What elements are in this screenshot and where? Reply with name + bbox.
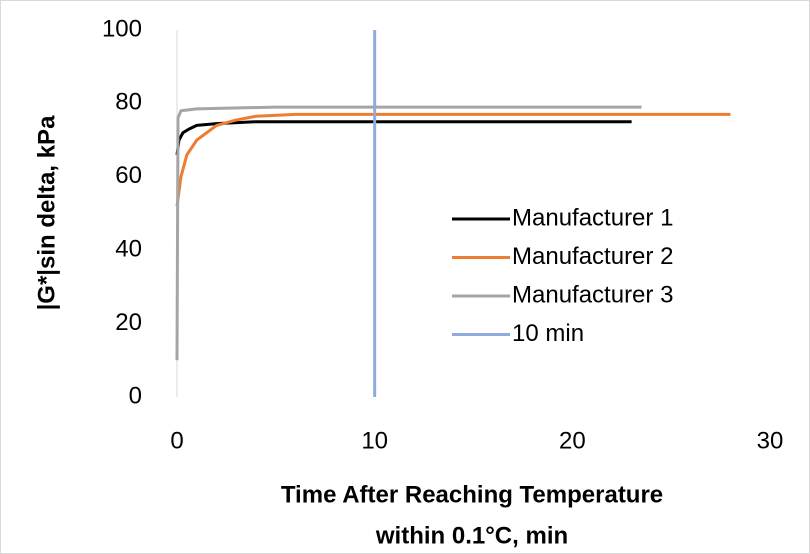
x-tick-label: 10 — [361, 427, 388, 454]
legend-label: 10 min — [512, 320, 584, 347]
x-axis-title: Time After Reaching Temperature — [281, 481, 663, 508]
y-tick-label: 40 — [115, 236, 142, 263]
y-axis-title: |G*|sin delta, kPa — [33, 115, 60, 310]
series-line — [175, 120, 632, 155]
x-tick-label: 0 — [170, 427, 183, 454]
legend-label: Manufacturer 3 — [512, 281, 673, 308]
legend-label: Manufacturer 1 — [512, 204, 673, 231]
x-tick-label: 30 — [757, 427, 784, 454]
legend-label: Manufacturer 2 — [512, 243, 673, 270]
x-axis-title: within 0.1°C, min — [375, 522, 568, 549]
y-tick-label: 0 — [129, 382, 142, 409]
y-tick-label: 100 — [102, 15, 142, 42]
series-line — [175, 112, 731, 207]
series-line — [175, 105, 642, 361]
y-tick-label: 60 — [115, 162, 142, 189]
y-tick-label: 20 — [115, 309, 142, 336]
y-tick-label: 80 — [115, 89, 142, 116]
x-tick-label: 20 — [559, 427, 586, 454]
